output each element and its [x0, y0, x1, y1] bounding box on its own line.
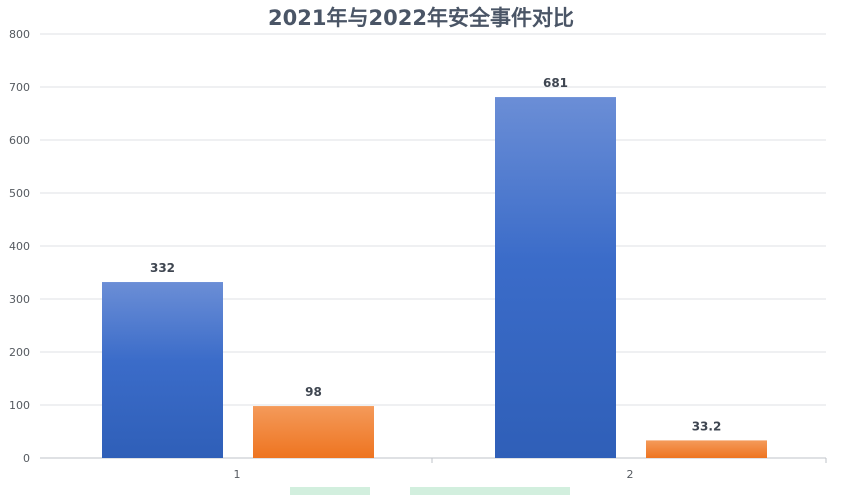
bars — [102, 97, 767, 458]
y-tick-label: 500 — [9, 187, 30, 200]
y-tick-label: 700 — [9, 81, 30, 94]
data-label: 681 — [543, 76, 568, 90]
y-tick-label: 200 — [9, 346, 30, 359]
bar-group-1-bar-1 — [102, 282, 223, 458]
chart-title: 2021年与2022年安全事件对比 — [268, 6, 574, 30]
y-tick-label: 800 — [9, 28, 30, 41]
bar-group-1-bar-2 — [253, 406, 374, 458]
y-axis-ticks: 0 100 200 300 400 500 600 700 800 — [9, 28, 30, 465]
y-tick-label: 100 — [9, 399, 30, 412]
legend-blur-left — [290, 487, 370, 495]
data-label: 33.2 — [692, 419, 722, 433]
y-tick-label: 300 — [9, 293, 30, 306]
bar-group-2-bar-2 — [646, 440, 767, 458]
bar-group-2-bar-1 — [495, 97, 616, 458]
data-label: 98 — [305, 385, 322, 399]
x-category-label: 2 — [627, 468, 634, 481]
y-tick-label: 600 — [9, 134, 30, 147]
data-labels: 332 98 681 33.2 — [150, 76, 721, 433]
x-category-label: 1 — [234, 468, 241, 481]
y-tick-label: 0 — [23, 452, 30, 465]
legend-blur-right — [410, 487, 570, 495]
y-tick-label: 400 — [9, 240, 30, 253]
data-label: 332 — [150, 261, 175, 275]
